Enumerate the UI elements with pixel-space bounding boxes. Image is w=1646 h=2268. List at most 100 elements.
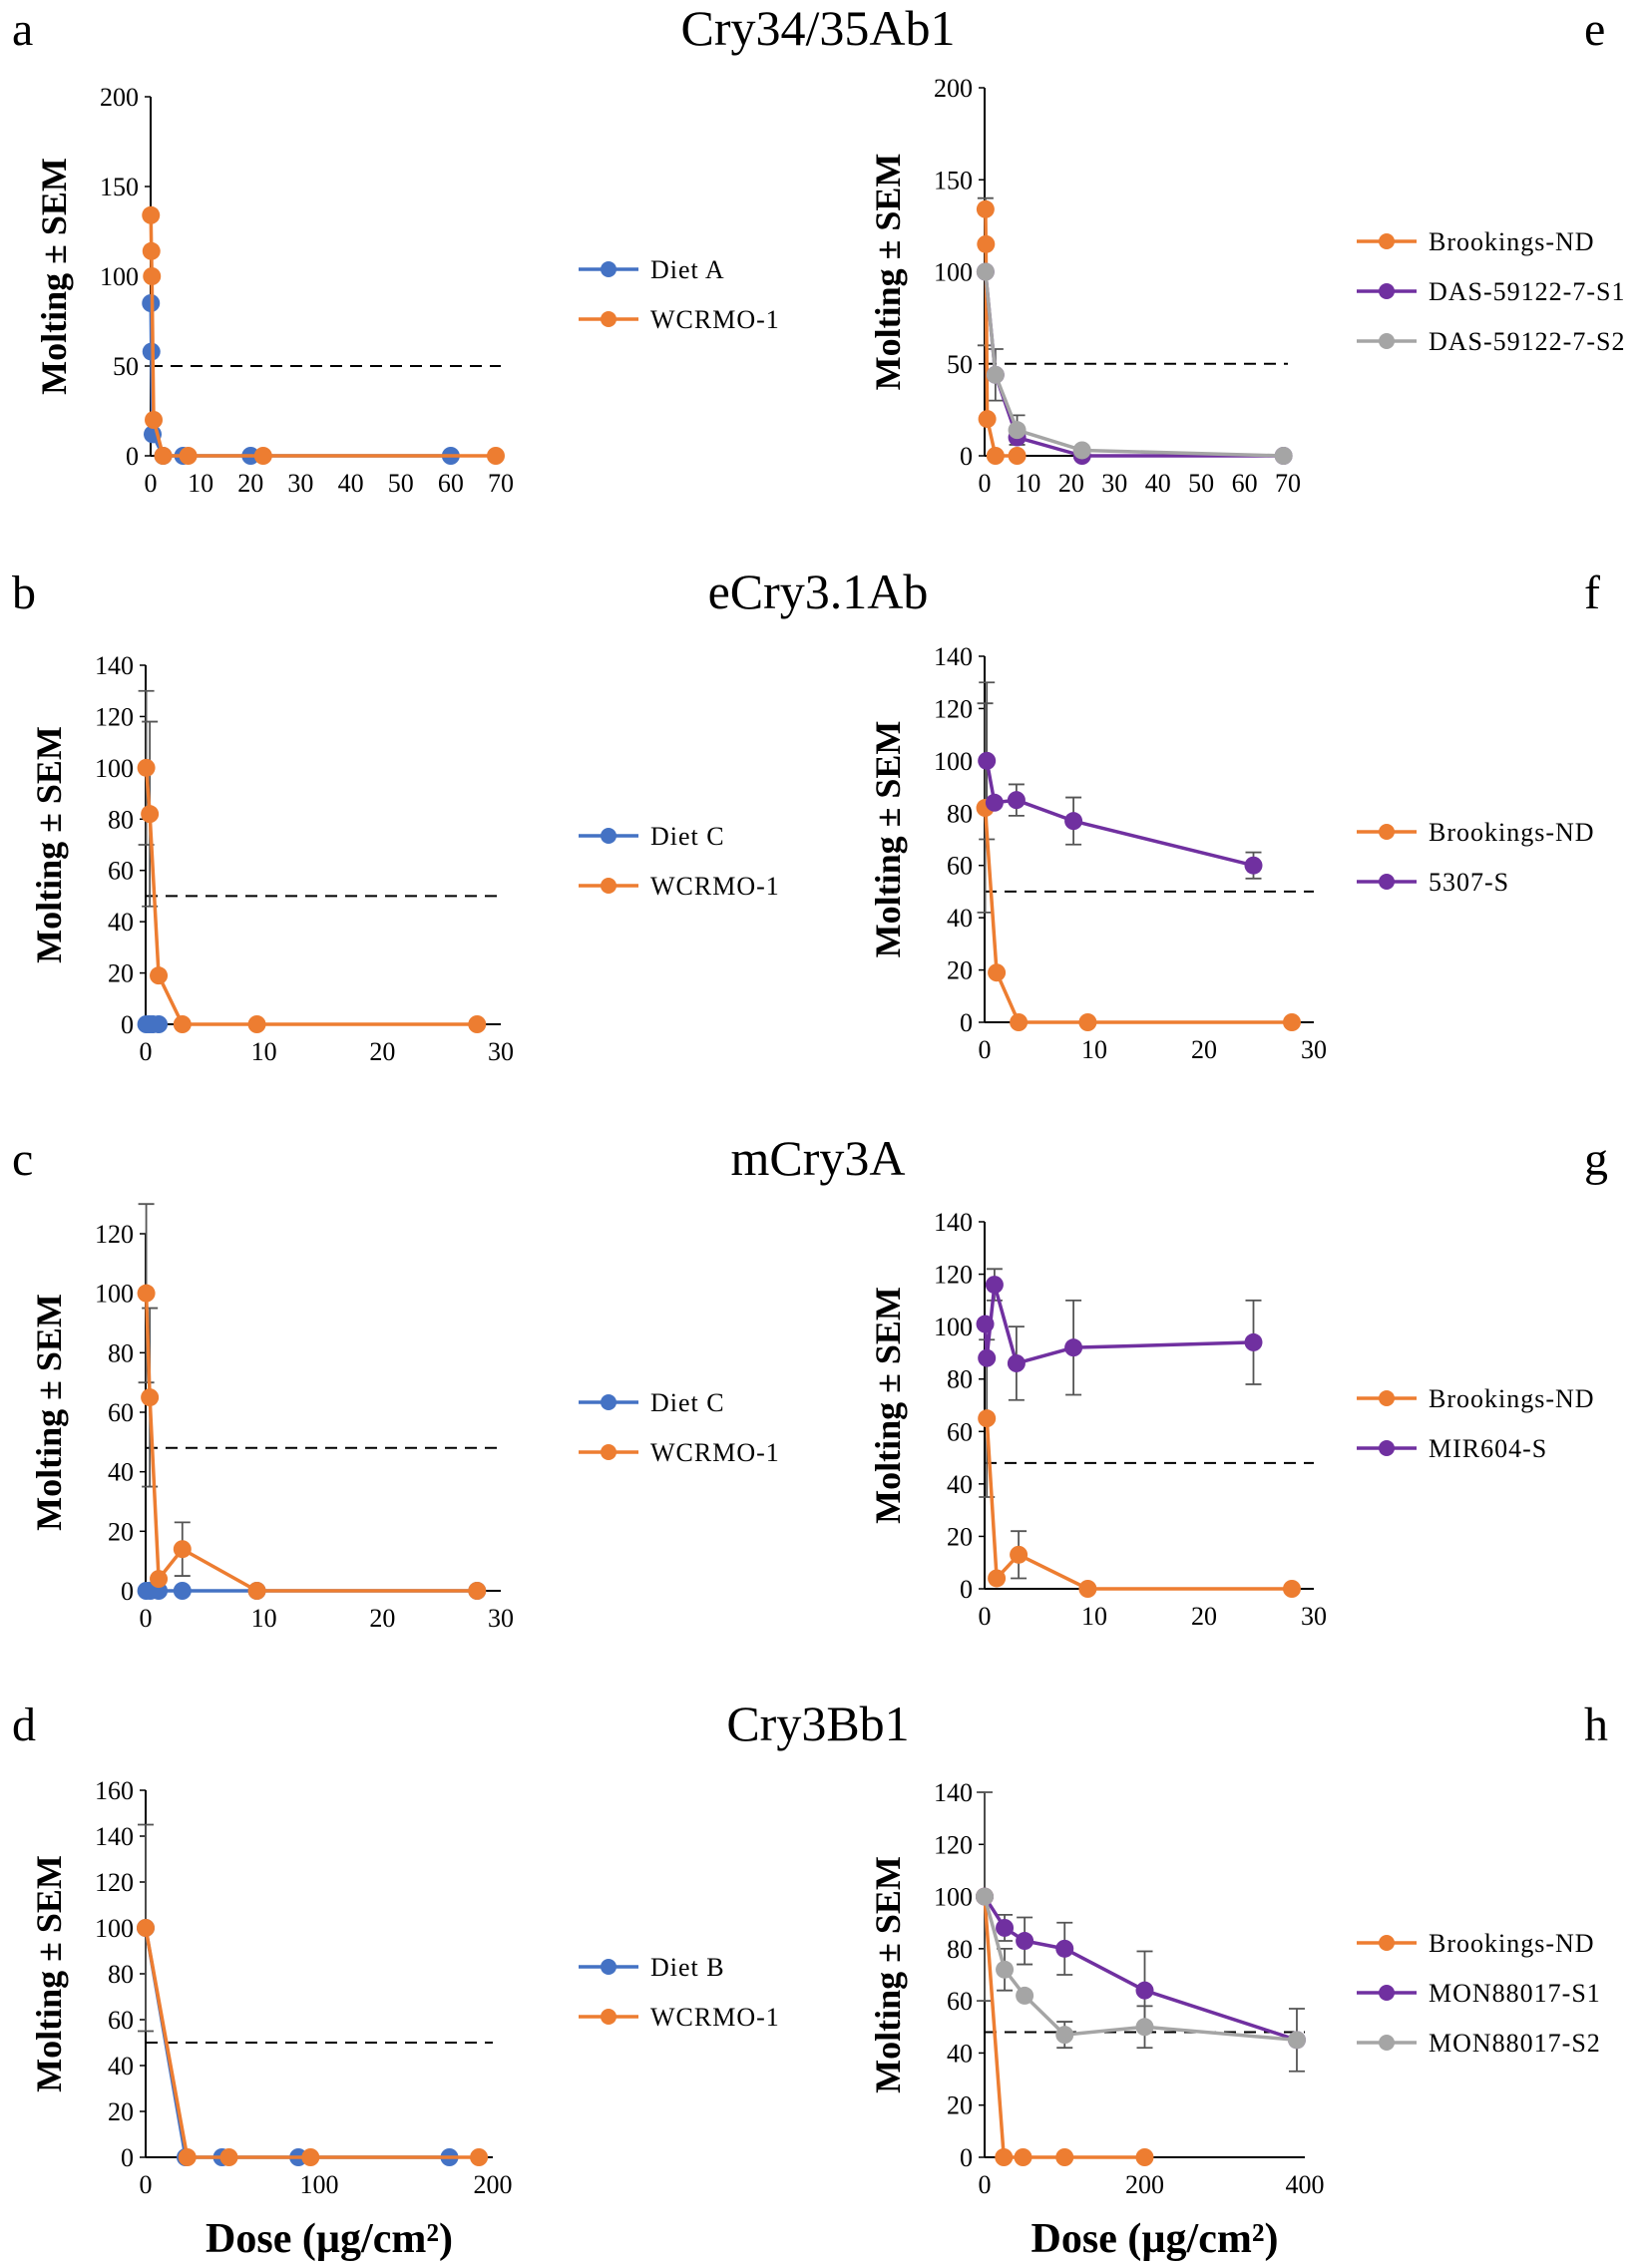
y-axis-label: Molting ± SEM bbox=[34, 158, 74, 395]
row-title: Cry3Bb1 bbox=[726, 1696, 909, 1751]
data-point bbox=[988, 1569, 1007, 1588]
legend-label: DAS-59122-7-S1 bbox=[1429, 277, 1625, 306]
legend-marker bbox=[601, 261, 617, 277]
legend-label: WCRMO-1 bbox=[650, 872, 780, 901]
series-line bbox=[144, 1293, 478, 1593]
y-tick-label: 20 bbox=[947, 1522, 973, 1551]
data-point bbox=[142, 205, 161, 224]
x-tick-label: 40 bbox=[1145, 469, 1171, 498]
y-tick-label: 50 bbox=[947, 350, 973, 379]
legend-label: Brookings-ND bbox=[1429, 1384, 1595, 1413]
data-point bbox=[301, 2148, 320, 2166]
data-point bbox=[141, 1388, 160, 1407]
x-tick-label: 10 bbox=[1081, 1035, 1107, 1064]
data-point bbox=[253, 447, 272, 465]
y-tick-label: 80 bbox=[108, 1338, 134, 1367]
data-point bbox=[996, 1918, 1015, 1937]
data-point bbox=[173, 1540, 192, 1559]
y-tick-label: 0 bbox=[121, 1577, 134, 1606]
x-tick-label: 30 bbox=[1101, 469, 1127, 498]
data-point bbox=[1008, 421, 1027, 440]
x-tick-label: 30 bbox=[1301, 1035, 1327, 1064]
y-tick-label: 60 bbox=[947, 852, 973, 881]
data-point bbox=[1016, 1986, 1034, 2005]
y-axis-label: Molting ± SEM bbox=[868, 154, 908, 391]
chart-panel-e: e 0 50 100 150 200 0 10 20 30 40 50 60 70 Molting ± SE… bbox=[868, 3, 1625, 498]
data-point bbox=[1055, 2148, 1074, 2166]
data-point bbox=[1007, 791, 1026, 810]
series-line bbox=[985, 760, 1254, 868]
panel-label: b bbox=[12, 567, 36, 619]
y-tick-label: 200 bbox=[100, 83, 139, 112]
legend-marker bbox=[1379, 1985, 1395, 2001]
legend-label: WCRMO-1 bbox=[650, 2003, 780, 2032]
panel-label: e bbox=[1584, 3, 1605, 56]
x-tick-label: 70 bbox=[1275, 469, 1301, 498]
legend-label: Brookings-ND bbox=[1429, 818, 1595, 847]
data-point bbox=[978, 410, 997, 429]
legend-label: Brookings-ND bbox=[1429, 227, 1595, 256]
chart-panel-a: a 0 50 100 150 200 0 10 20 30 40 50 60 70 Molting ± SE… bbox=[12, 3, 779, 498]
y-tick-label: 40 bbox=[947, 904, 973, 933]
data-point bbox=[988, 963, 1007, 982]
x-tick-label: 0 bbox=[979, 1602, 992, 1631]
data-point bbox=[996, 1960, 1015, 1979]
y-tick-label: 0 bbox=[121, 2143, 134, 2172]
x-tick-label: 20 bbox=[1191, 1602, 1217, 1631]
y-tick-label: 20 bbox=[108, 1517, 134, 1546]
legend-label: DAS-59122-7-S2 bbox=[1429, 327, 1625, 356]
y-tick-label: 140 bbox=[95, 1822, 134, 1851]
y-tick-label: 100 bbox=[934, 1313, 973, 1341]
y-tick-label: 60 bbox=[947, 1987, 973, 2016]
y-axis-label: Molting ± SEM bbox=[868, 721, 908, 958]
legend-marker bbox=[601, 1394, 617, 1410]
legend-label: Diet B bbox=[650, 1953, 725, 1982]
x-tick-label: 50 bbox=[1188, 469, 1214, 498]
chart-panel-d: d 0 20 40 60 80 100 120 140 160 0 100 200 Molting ± S… bbox=[12, 1699, 780, 2262]
y-tick-label: 40 bbox=[108, 1458, 134, 1487]
data-point bbox=[247, 1582, 266, 1600]
data-point bbox=[978, 751, 997, 770]
row-title: Cry34/35Ab1 bbox=[681, 0, 956, 56]
legend-label: Diet C bbox=[650, 1388, 725, 1417]
data-point bbox=[995, 2148, 1014, 2166]
series-line bbox=[983, 807, 1292, 1024]
data-point bbox=[985, 1276, 1004, 1295]
y-tick-label: 140 bbox=[934, 1778, 973, 1807]
legend-marker bbox=[601, 1444, 617, 1460]
y-tick-label: 80 bbox=[947, 1365, 973, 1394]
y-tick-label: 60 bbox=[108, 857, 134, 886]
data-point bbox=[150, 1015, 169, 1033]
y-tick-label: 120 bbox=[95, 1868, 134, 1897]
legend-marker bbox=[1379, 1440, 1395, 1456]
series-line bbox=[983, 1896, 1298, 2043]
y-tick-label: 80 bbox=[947, 1935, 973, 1964]
data-point bbox=[1287, 2031, 1306, 2050]
x-axis-label: Dose (µg/cm²) bbox=[206, 2216, 453, 2262]
x-tick-label: 30 bbox=[1301, 1602, 1327, 1631]
y-tick-label: 40 bbox=[947, 1470, 973, 1499]
data-point bbox=[154, 447, 173, 465]
data-point bbox=[1078, 1580, 1097, 1598]
x-tick-label: 400 bbox=[1286, 2170, 1325, 2199]
chart-panel-g: g 0 20 40 60 80 100 120 140 0 10 20 30 Molting ± SEM B… bbox=[868, 1133, 1608, 1631]
x-tick-label: 10 bbox=[1015, 469, 1040, 498]
y-tick-label: 80 bbox=[108, 1960, 134, 1989]
x-tick-label: 200 bbox=[474, 2170, 513, 2199]
x-tick-label: 20 bbox=[369, 1037, 395, 1066]
data-point bbox=[179, 447, 198, 465]
x-tick-label: 70 bbox=[488, 469, 514, 498]
data-point bbox=[145, 411, 164, 429]
data-point bbox=[1007, 1353, 1026, 1372]
x-tick-label: 0 bbox=[979, 1035, 992, 1064]
data-point bbox=[1283, 1580, 1301, 1598]
x-tick-label: 30 bbox=[488, 1604, 514, 1633]
data-point bbox=[977, 234, 996, 253]
data-point bbox=[976, 199, 995, 218]
y-tick-label: 20 bbox=[108, 959, 134, 988]
data-point bbox=[486, 447, 505, 465]
data-point bbox=[150, 1570, 169, 1589]
y-tick-label: 140 bbox=[95, 651, 134, 680]
y-tick-label: 120 bbox=[934, 1261, 973, 1290]
x-tick-label: 200 bbox=[1125, 2170, 1164, 2199]
